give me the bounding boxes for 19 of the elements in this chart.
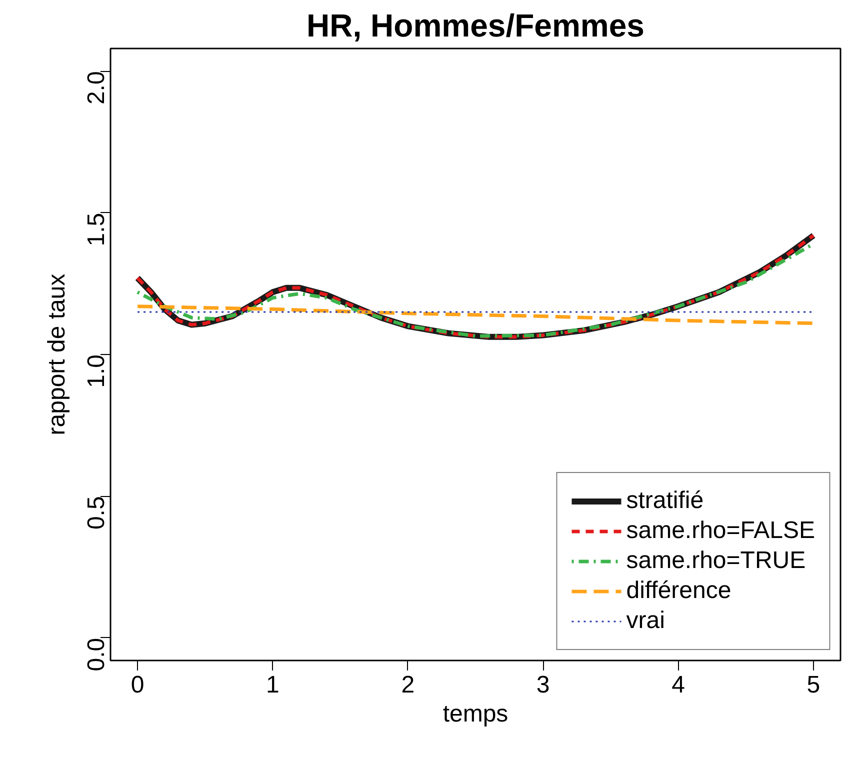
legend-label: stratifié (626, 487, 704, 515)
y-axis-title: rapport de taux (44, 274, 70, 436)
x-tick-label: 0 (130, 672, 144, 698)
chart-title: HR, Hommes/Femmes (306, 8, 644, 44)
x-tick-label: 5 (806, 672, 820, 698)
x-tick-label: 1 (266, 672, 280, 698)
y-tick-label: 0.0 (83, 638, 110, 672)
x-tick-label: 2 (401, 672, 415, 698)
legend-label: différence (626, 577, 732, 605)
x-tick-label: 3 (536, 672, 550, 698)
legend-label: same.rho=FALSE (626, 517, 815, 545)
y-tick-label: 1.0 (83, 354, 110, 388)
y-tick-label: 1.5 (83, 212, 110, 246)
legend-label: vrai (626, 607, 665, 635)
y-tick-label: 0.5 (83, 496, 110, 530)
x-axis-title: temps (442, 700, 508, 728)
legend-label: same.rho=TRUE (626, 547, 806, 575)
y-tick-label: 2.0 (83, 71, 110, 105)
x-tick-label: 4 (672, 672, 685, 698)
